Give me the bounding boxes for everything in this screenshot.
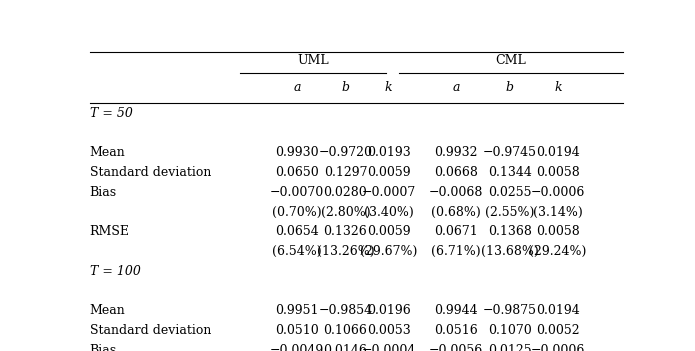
Text: 0.0059: 0.0059 (367, 225, 410, 238)
Text: −0.0004: −0.0004 (361, 344, 416, 351)
Text: 0.0058: 0.0058 (537, 166, 580, 179)
Text: 0.0650: 0.0650 (275, 166, 319, 179)
Text: 0.1344: 0.1344 (488, 166, 532, 179)
Text: −0.0056: −0.0056 (429, 344, 483, 351)
Text: −0.0049: −0.0049 (270, 344, 324, 351)
Text: RMSE: RMSE (90, 225, 129, 238)
Text: (0.68%): (0.68%) (431, 206, 481, 219)
Text: 0.0510: 0.0510 (275, 324, 319, 337)
Text: b: b (506, 81, 514, 94)
Text: 0.0058: 0.0058 (537, 225, 580, 238)
Text: 0.9932: 0.9932 (434, 146, 477, 159)
Text: k: k (385, 81, 392, 94)
Text: (13.26%): (13.26%) (317, 245, 374, 258)
Text: 0.9944: 0.9944 (434, 304, 477, 317)
Text: 0.9930: 0.9930 (275, 146, 319, 159)
Text: 0.0193: 0.0193 (367, 146, 410, 159)
Text: 0.0668: 0.0668 (434, 166, 477, 179)
Text: b: b (341, 81, 350, 94)
Text: Bias: Bias (90, 186, 117, 199)
Text: T = 100: T = 100 (90, 265, 140, 278)
Text: Mean: Mean (90, 146, 125, 159)
Text: k: k (555, 81, 562, 94)
Text: Standard deviation: Standard deviation (90, 324, 211, 337)
Text: (13.68%): (13.68%) (481, 245, 539, 258)
Text: Bias: Bias (90, 344, 117, 351)
Text: 0.0654: 0.0654 (275, 225, 319, 238)
Text: Mean: Mean (90, 304, 125, 317)
Text: 0.0059: 0.0059 (367, 166, 410, 179)
Text: (3.40%): (3.40%) (363, 206, 414, 219)
Text: 0.0194: 0.0194 (537, 304, 580, 317)
Text: 0.0196: 0.0196 (367, 304, 410, 317)
Text: a: a (452, 81, 459, 94)
Text: 0.0194: 0.0194 (537, 146, 580, 159)
Text: 0.1070: 0.1070 (488, 324, 532, 337)
Text: 0.0052: 0.0052 (537, 324, 580, 337)
Text: 0.0053: 0.0053 (367, 324, 410, 337)
Text: (6.71%): (6.71%) (431, 245, 481, 258)
Text: (0.70%): (0.70%) (272, 206, 322, 219)
Text: 0.0516: 0.0516 (434, 324, 477, 337)
Text: 0.0125: 0.0125 (488, 344, 532, 351)
Text: 0.1297: 0.1297 (324, 166, 367, 179)
Text: 0.0255: 0.0255 (488, 186, 532, 199)
Text: (2.55%): (2.55%) (485, 206, 534, 219)
Text: T = 50: T = 50 (90, 107, 133, 120)
Text: Standard deviation: Standard deviation (90, 166, 211, 179)
Text: 0.1368: 0.1368 (488, 225, 532, 238)
Text: (2.80%): (2.80%) (320, 206, 370, 219)
Text: 0.0146: 0.0146 (323, 344, 368, 351)
Text: −0.0006: −0.0006 (531, 186, 585, 199)
Text: −0.0006: −0.0006 (531, 344, 585, 351)
Text: −0.0007: −0.0007 (361, 186, 416, 199)
Text: −0.9745: −0.9745 (483, 146, 537, 159)
Text: (29.67%): (29.67%) (360, 245, 417, 258)
Text: (3.14%): (3.14%) (533, 206, 583, 219)
Text: −0.9720: −0.9720 (318, 146, 373, 159)
Text: 0.0280: 0.0280 (324, 186, 367, 199)
Text: UML: UML (297, 54, 329, 67)
Text: (29.24%): (29.24%) (530, 245, 587, 258)
Text: a: a (293, 81, 301, 94)
Text: −0.9875: −0.9875 (483, 304, 537, 317)
Text: CML: CML (496, 54, 526, 67)
Text: −0.9854: −0.9854 (318, 304, 373, 317)
Text: −0.0068: −0.0068 (429, 186, 483, 199)
Text: 0.9951: 0.9951 (275, 304, 319, 317)
Text: 0.0671: 0.0671 (434, 225, 477, 238)
Text: 0.1066: 0.1066 (323, 324, 368, 337)
Text: 0.1326: 0.1326 (324, 225, 367, 238)
Text: −0.0070: −0.0070 (270, 186, 324, 199)
Text: (6.54%): (6.54%) (272, 245, 322, 258)
